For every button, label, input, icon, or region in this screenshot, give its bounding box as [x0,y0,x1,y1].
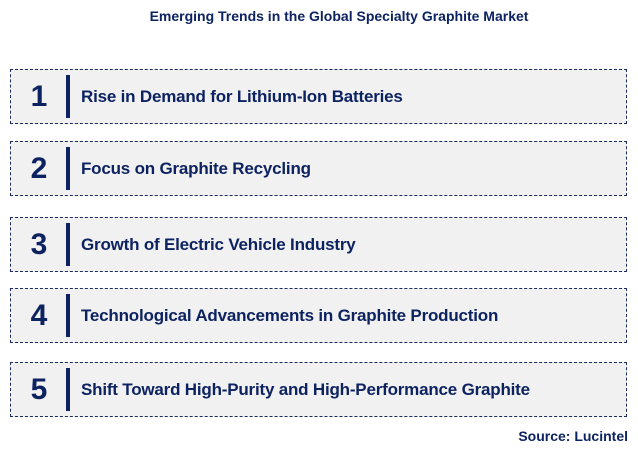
trend-item-1: 1 Rise in Demand for Lithium-Ion Batteri… [10,69,627,124]
trend-item-2: 2 Focus on Graphite Recycling [10,141,627,196]
trend-number: 3 [30,228,48,261]
trend-item-3: 3 Growth of Electric Vehicle Industry [10,217,627,272]
trend-label: Rise in Demand for Lithium-Ion Batteries [81,87,403,106]
trend-number: 5 [30,373,48,406]
divider-bar [66,294,70,337]
trend-item-5: 5 Shift Toward High-Purity and High-Perf… [10,362,627,417]
trend-label: Technological Advancements in Graphite P… [81,306,499,325]
trend-label: Focus on Graphite Recycling [81,159,311,178]
trend-label: Shift Toward High-Purity and High-Perfor… [81,380,530,399]
trend-number: 1 [30,80,48,113]
source-note: Source: Lucintel [518,428,628,444]
trend-number: 4 [30,299,48,332]
divider-bar [66,368,70,411]
divider-bar [66,75,70,118]
divider-bar [66,223,70,266]
chart-title: Emerging Trends in the Global Specialty … [149,8,529,24]
trend-number: 2 [30,152,48,185]
trend-item-4: 4 Technological Advancements in Graphite… [10,288,627,343]
divider-bar [66,147,70,190]
trend-label: Growth of Electric Vehicle Industry [81,235,356,254]
